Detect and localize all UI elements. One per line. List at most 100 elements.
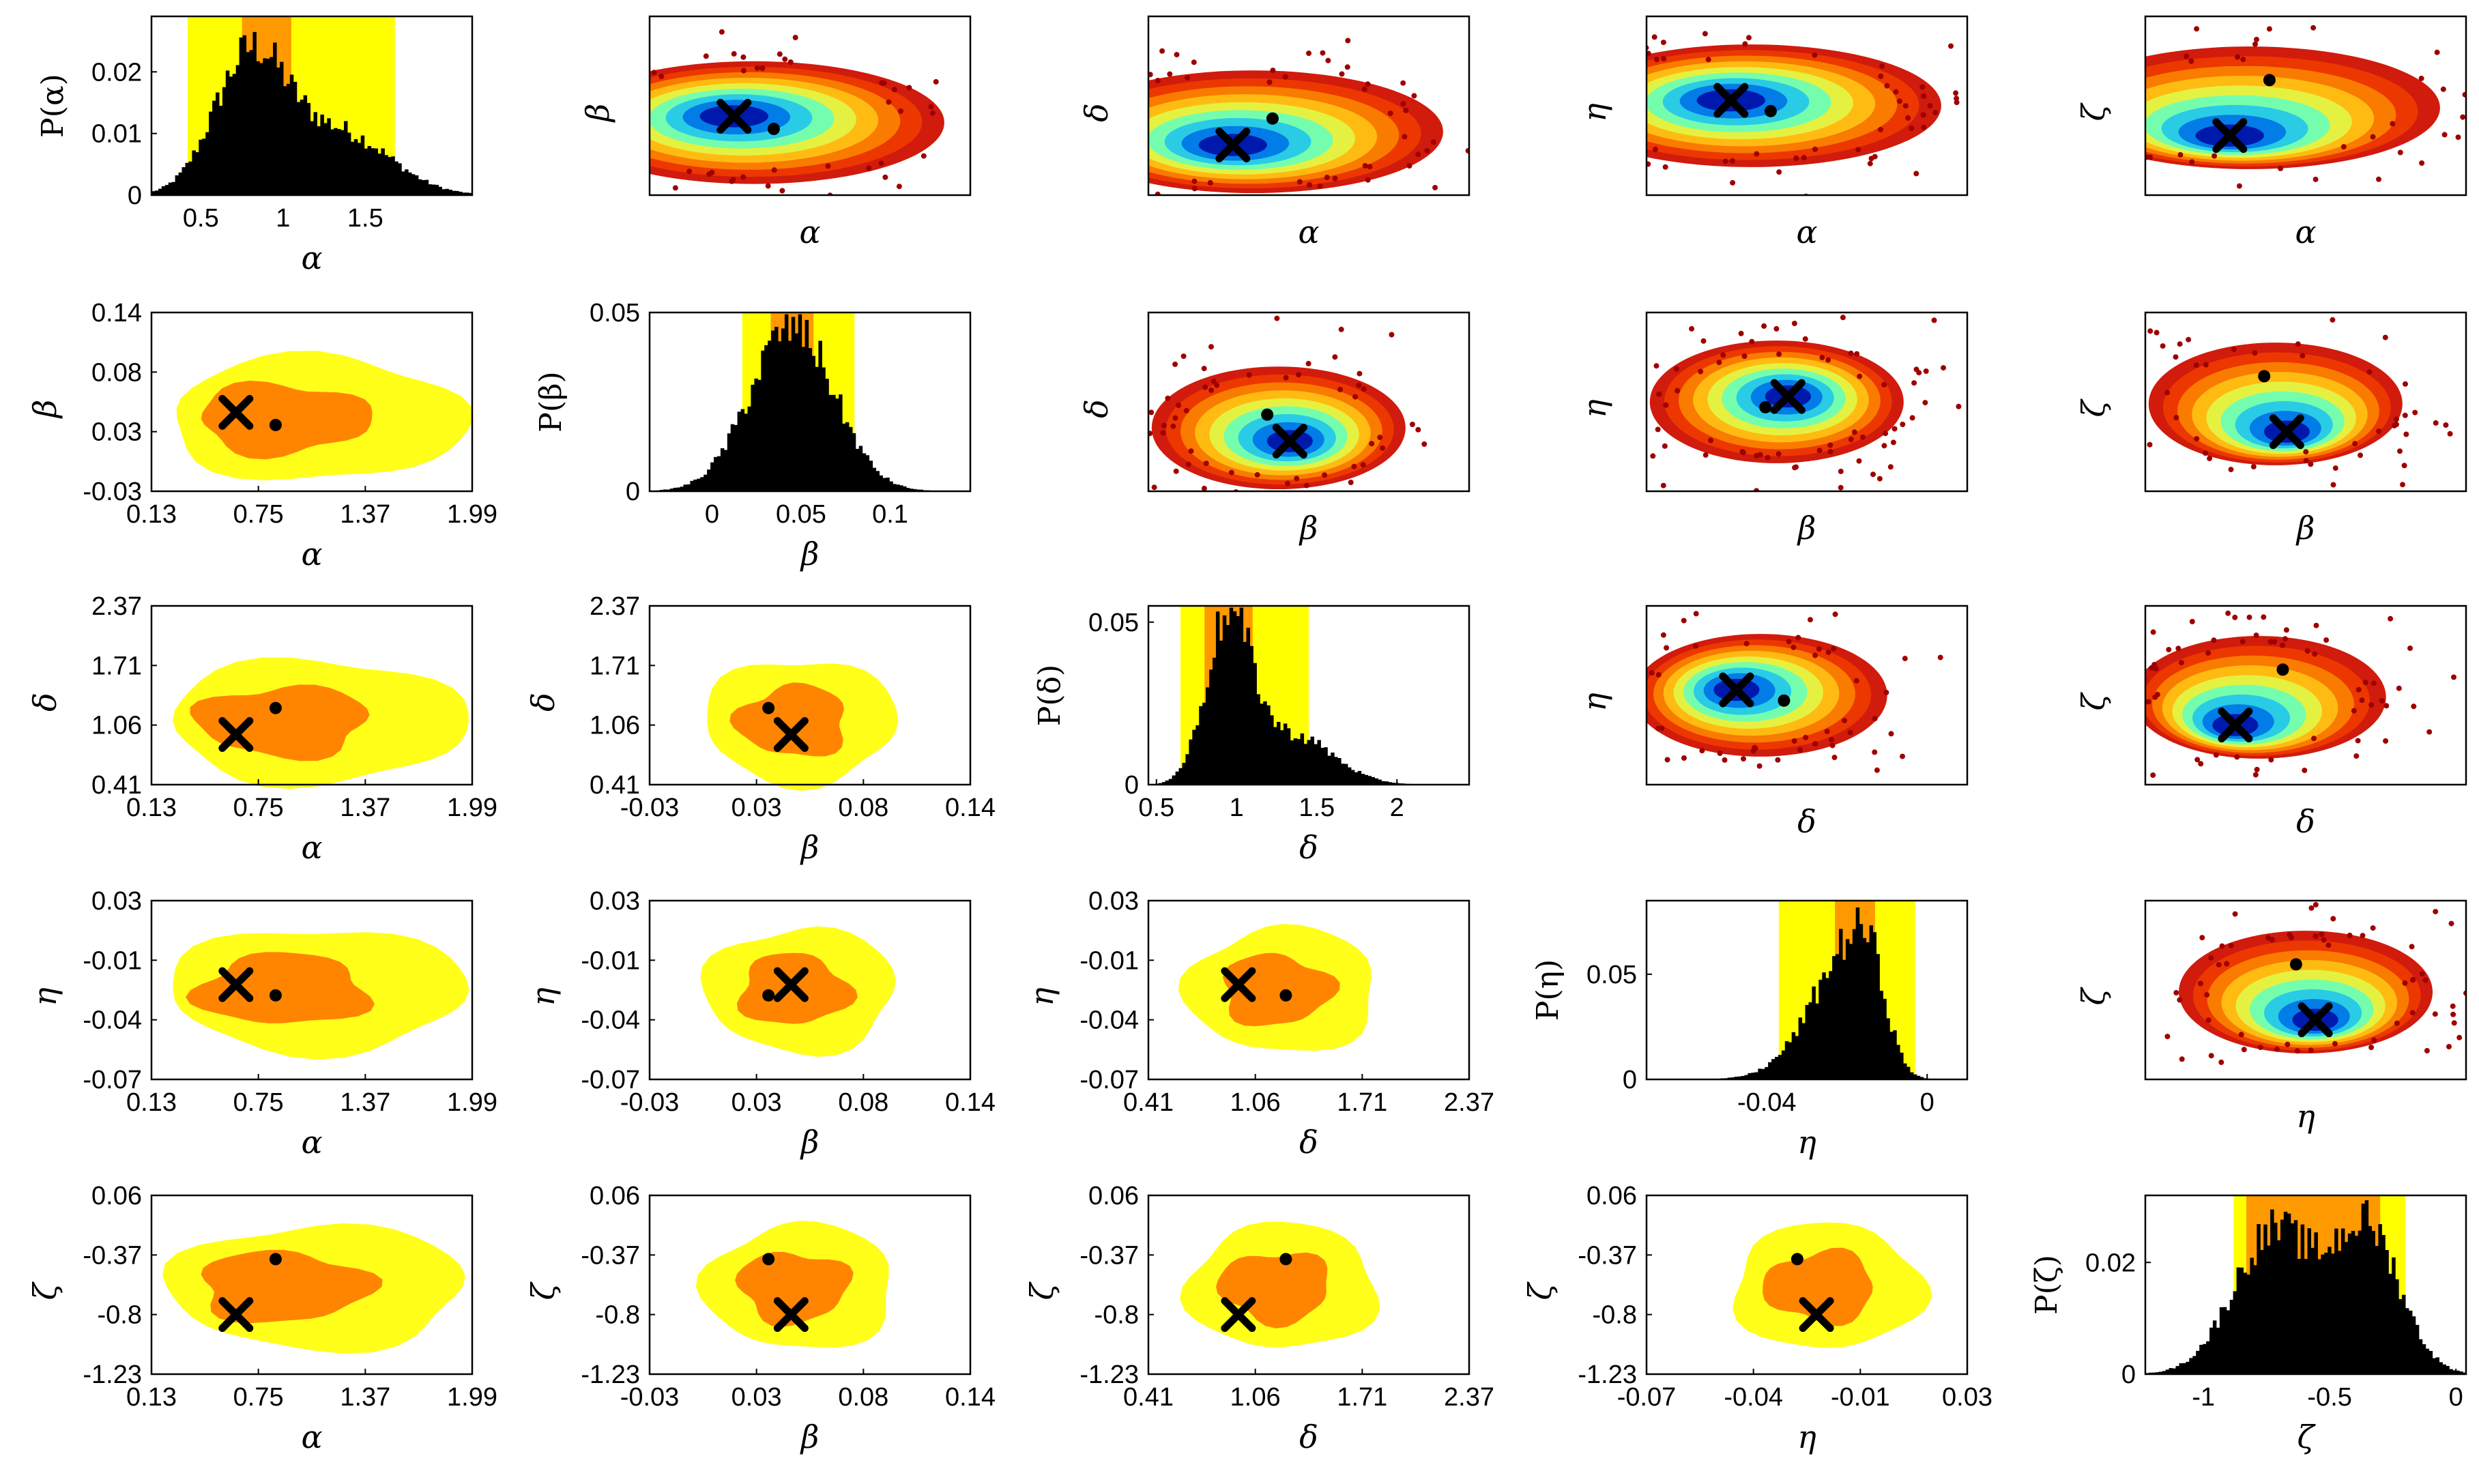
hist-bar: [2182, 1363, 2186, 1374]
hist-bar: [1300, 733, 1305, 785]
hist-bar: [2169, 1368, 2173, 1374]
sample-point: [2281, 205, 2287, 211]
hist-bar: [330, 129, 334, 195]
hist-bar: [1364, 774, 1369, 785]
hist-bar: [229, 76, 233, 195]
hist-bar: [2418, 1339, 2423, 1374]
sample-point: [1634, 59, 1639, 65]
reference-dot-marker: [269, 701, 282, 714]
sample-point: [2194, 436, 2200, 442]
sample-point: [2382, 334, 2388, 340]
sample-point: [1595, 785, 1600, 791]
contour-panel-zeta-vs-alpha: 0.13 0.75 1.37 1.99 -1.23 -0.8 -0.37 0.06 α ζ: [27, 1182, 497, 1455]
sample-point: [2228, 943, 2234, 948]
sample-point: [2232, 911, 2238, 917]
sample-point: [2330, 916, 2336, 922]
sample-point: [572, 216, 577, 221]
sample-point: [866, 165, 872, 171]
hist-bar: [310, 121, 314, 195]
axes-frame: [648, 899, 972, 1081]
hist-bar: [360, 135, 365, 195]
hist-bar: [154, 190, 159, 195]
sample-point: [1859, 434, 1866, 440]
hist-bar: [266, 59, 270, 195]
hist-bar: [1378, 779, 1382, 785]
sample-point: [1742, 41, 1748, 47]
hist-bar: [2375, 1246, 2379, 1374]
sample-point: [1203, 461, 1209, 467]
best-fit-x-marker: [218, 394, 254, 430]
hist-bar: [845, 422, 850, 491]
hist-bar: [185, 162, 189, 195]
hist-bar: [158, 188, 162, 195]
sample-point: [1816, 646, 1822, 652]
sample-point: [1165, 395, 1171, 401]
sample-point: [2304, 648, 2310, 654]
sample-point: [719, 29, 725, 35]
sample-point: [920, 153, 927, 159]
y-tick-label: 0.05: [1088, 609, 1139, 637]
sample-point: [2321, 937, 2327, 943]
best-fit-x-marker: [1770, 379, 1806, 414]
sample-point: [2240, 57, 2246, 63]
hist-bar: [168, 182, 173, 195]
sample-point: [1879, 63, 1885, 69]
x-axis-label: α: [301, 829, 322, 866]
sample-point: [1525, 104, 1531, 110]
x-tick-label: 0.08: [838, 1088, 888, 1117]
sample-point: [1202, 507, 1208, 512]
x-axis-label: α: [301, 1418, 322, 1455]
sample-point: [2396, 685, 2402, 691]
sample-point: [1829, 736, 1834, 742]
x-tick-label: -0.04: [1724, 1383, 1783, 1412]
best-fit-x-marker: [1799, 1297, 1834, 1333]
sample-point: [2376, 176, 2381, 182]
hist-bar: [716, 456, 721, 491]
hist-bar: [1879, 991, 1883, 1079]
sample-point: [1629, 712, 1634, 717]
sample-point: [1776, 351, 1782, 358]
hist-bar: [1808, 1002, 1812, 1079]
sample-point: [1921, 93, 1927, 99]
sample-point: [2441, 132, 2448, 138]
hist-bar: [771, 330, 775, 491]
x-axis-label: β: [800, 1418, 820, 1455]
x-axis-label: β: [800, 536, 820, 572]
hist-bar: [1273, 727, 1277, 785]
sample-point: [2308, 1047, 2314, 1053]
x-tick-label: 1.06: [1230, 1088, 1281, 1117]
credible-region-68: [190, 684, 370, 761]
sample-point: [2066, 86, 2072, 91]
sample-point: [1612, 143, 1617, 148]
hist-bar: [828, 394, 832, 491]
sample-point: [2211, 637, 2217, 643]
hist-bar: [1192, 729, 1196, 785]
hist-bar: [1161, 782, 1166, 785]
hist-bar: [811, 355, 815, 491]
sample-point: [1909, 415, 1915, 421]
y-tick-label: 2.37: [590, 592, 640, 621]
sample-point: [1415, 426, 1421, 433]
hist-bar: [225, 70, 230, 196]
hist-bar: [1876, 954, 1880, 1079]
hist-bar: [697, 478, 701, 491]
sample-point: [2198, 761, 2204, 767]
x-axis-label: δ: [1797, 803, 1816, 840]
hist-bar: [2432, 1358, 2436, 1374]
sample-point: [1956, 403, 1962, 409]
reference-dot-marker: [1778, 694, 1791, 707]
sample-point: [1127, 205, 1132, 210]
sample-point: [929, 110, 936, 116]
sample-point: [583, 78, 588, 84]
sample-point: [1720, 352, 1726, 358]
hist-bar: [2446, 1366, 2450, 1374]
hist-bar: [357, 143, 362, 195]
hist-bar: [235, 65, 240, 196]
hist-bar: [1327, 755, 1331, 785]
hist-bar: [1771, 1059, 1775, 1079]
hist-bar: [2317, 1259, 2321, 1374]
y-tick-label: -0.8: [98, 1301, 142, 1330]
sample-point: [1294, 476, 1300, 482]
sample-point: [1122, 163, 1127, 169]
reference-dot-marker: [2289, 958, 2302, 971]
